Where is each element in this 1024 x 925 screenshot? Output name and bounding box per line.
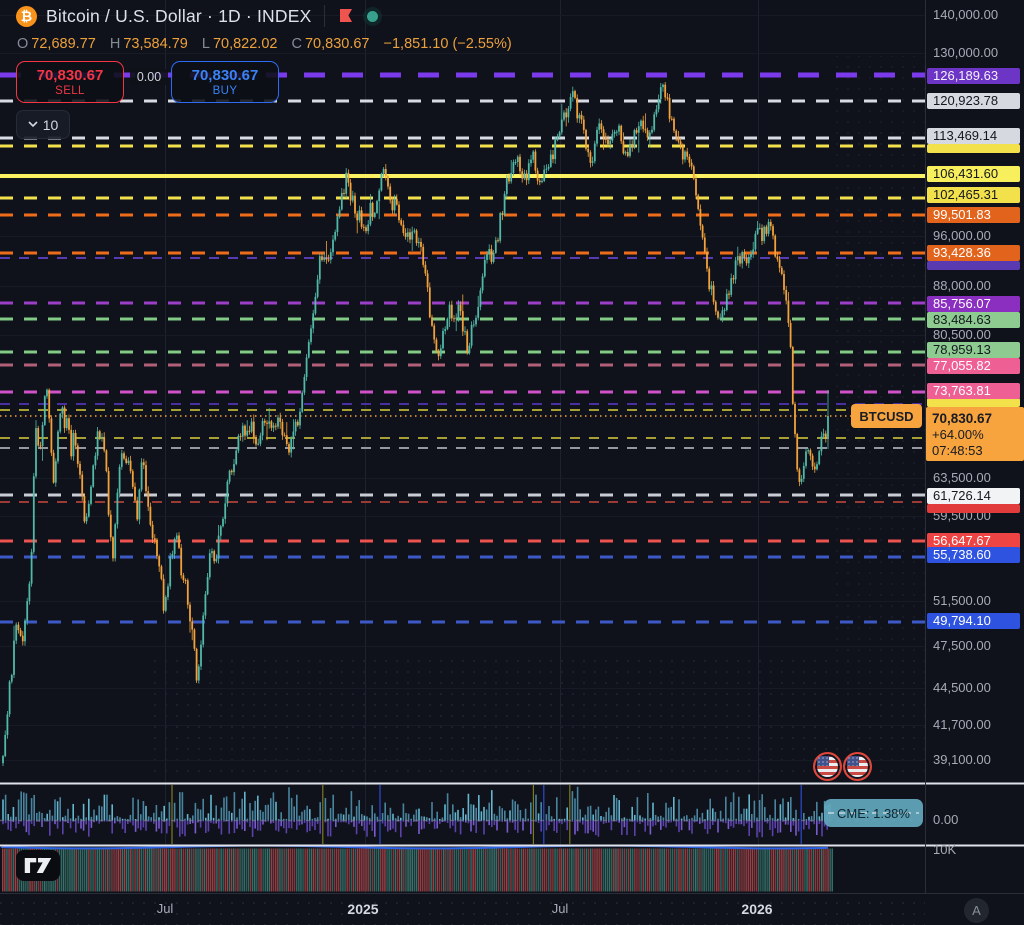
close-value: 70,830.67 [304,36,370,52]
pane-separators[interactable] [0,0,1024,894]
price-axis-label-sliver [927,261,1020,270]
buy-button[interactable]: 70,830.67 BUY [171,61,279,103]
low-value: 70,822.02 [212,36,278,52]
grid [0,0,925,893]
price-axis-label-sliver [927,144,1020,153]
price-axis-label: 55,738.60 [927,547,1020,563]
tradingview-logo-icon[interactable] [16,850,60,881]
price-axis-label-sliver [927,398,1020,407]
price-axis-label: 73,763.81 [927,383,1020,399]
candles[interactable] [2,82,829,767]
symbol-price-tag: BTCUSD [851,404,922,428]
cme-gap-tooltip[interactable]: CME: 1.38% [824,799,923,827]
price-axis-tick: 140,000.00 [933,7,999,22]
price-axis-tick: 0.00 [933,812,959,827]
auto-scale-button[interactable]: A [964,898,989,923]
price-axis-label: 85,756.07 [927,296,1020,312]
bitcoin-logo-icon: ₿ [16,5,37,27]
price-axis-tick: 80,500.00 [933,327,991,342]
price-axis-label: 61,726.14 [927,488,1020,504]
price-axis-tick: 41,700.00 [933,717,991,732]
price-axis-tick: 88,000.00 [933,278,991,293]
time-axis-label: Jul [551,901,569,916]
cme-label: CME: 1.38% [837,805,910,821]
price-axis-label: 93,428.36 [927,245,1020,261]
price-axis-label: 77,055.82 [927,358,1020,374]
open-value: 72,689.77 [31,36,96,52]
time-axis-label: 2025 [347,901,379,917]
buy-label: BUY [212,84,238,97]
price-axis-label: 83,484.63 [927,312,1020,328]
time-axis-label: 2026 [741,901,773,917]
price-axis-label: 99,501.83 [927,207,1020,223]
interval-value: 10 [42,116,59,133]
us-flag-icon[interactable] [813,752,842,781]
price-axis-label: 120,923.78 [927,93,1020,109]
price-axis-tick: 39,100.00 [933,752,991,767]
price-axis-tick: 10K [933,842,957,857]
price-axis-label: 106,431.60 [927,166,1020,182]
time-axis-label: Jul [156,901,174,916]
sell-button[interactable]: 70,830.67 SELL [16,61,124,103]
symbol-title[interactable]: Bitcoin / U.S. Dollar · 1D · INDEX [46,5,312,26]
connection-status-icon [363,6,383,26]
chevron-down-icon [28,121,38,128]
price-axis-tick: 96,000.00 [933,228,991,243]
time-axis-texture [0,893,925,925]
price-axis-tick: 63,500.00 [933,470,991,485]
price-axis-tick: 51,500.00 [933,593,991,608]
price-axis-label: 78,959.13 [927,342,1020,358]
interval-dropdown[interactable]: 10 [16,110,70,139]
flag-icon[interactable] [338,8,354,24]
sell-price: 70,830.67 [36,66,104,84]
spread-value: 0.00 [130,69,168,85]
price-axis-tick: 47,500.00 [933,638,991,653]
current-price: 70,830.67 [932,411,993,426]
buy-price: 70,830.67 [191,66,259,84]
sell-label: SELL [55,84,85,97]
price-axis-tick: 44,500.00 [933,680,991,695]
price-axis-label: 126,189.63 [927,68,1020,84]
price-level-lines[interactable] [0,72,925,624]
us-flag-icon[interactable] [843,752,872,781]
chart-header: ₿ Bitcoin / U.S. Dollar · 1D · INDEX [16,5,383,27]
price-axis-label: 49,794.10 [927,613,1020,629]
current-change-pct: +64.00% [932,427,984,442]
ohlc-row: O 72,689.77 H 73,584.79 L 70,822.02 C 70,830… [17,36,512,52]
current-price-axis-label: 70,830.67 +64.00% 07:48:53 [926,407,1024,461]
price-axis-label: 102,465.31 [927,187,1020,203]
price-axis-label-sliver [927,504,1020,513]
volume-histogram-pane [0,785,925,844]
baseline-dash [828,812,919,814]
divider [324,5,326,27]
volume-stripe-pane [1,844,833,892]
price-axis-label: 56,647.67 [927,533,1020,549]
high-value: 73,584.79 [123,36,188,52]
bar-countdown: 07:48:53 [932,443,983,458]
price-axis-tick: 130,000.00 [933,45,999,60]
change-value: −1,851.10 (−2.55%) [383,36,512,52]
price-axis-label: 113,469.14 [927,128,1020,144]
